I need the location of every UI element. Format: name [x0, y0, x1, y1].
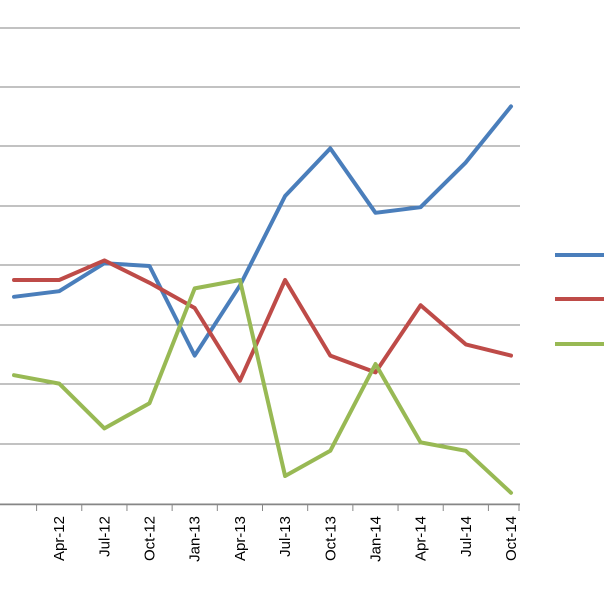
x-tick-label: Apr-14 [413, 516, 430, 561]
gridlines [0, 27, 520, 505]
x-tick-label: Oct-13 [322, 516, 339, 561]
series-lines [12, 104, 513, 495]
x-tick-label: Jul-13 [277, 516, 294, 557]
x-tick-label: Apr-13 [232, 516, 249, 561]
x-tick-label: Oct-12 [142, 516, 159, 561]
x-tick-label: Apr-12 [51, 516, 68, 561]
legend [555, 253, 604, 346]
x-tick-label: Jul-12 [96, 516, 113, 557]
x-tick-label: Oct-14 [503, 516, 520, 561]
x-tick-label: Jan-14 [367, 516, 384, 562]
x-tick-label: Jul-14 [458, 516, 475, 557]
series-line-3 [12, 278, 513, 495]
x-axis-ticks [36, 504, 520, 511]
x-axis-tick-labels: Apr-12 Jul-12 Oct-12 Jan-13 Apr-13 Jul-13 Oct-… [51, 516, 520, 562]
series-line-2 [12, 258, 513, 383]
series-line-1 [12, 104, 513, 358]
x-tick-label: Jan-13 [187, 516, 204, 562]
